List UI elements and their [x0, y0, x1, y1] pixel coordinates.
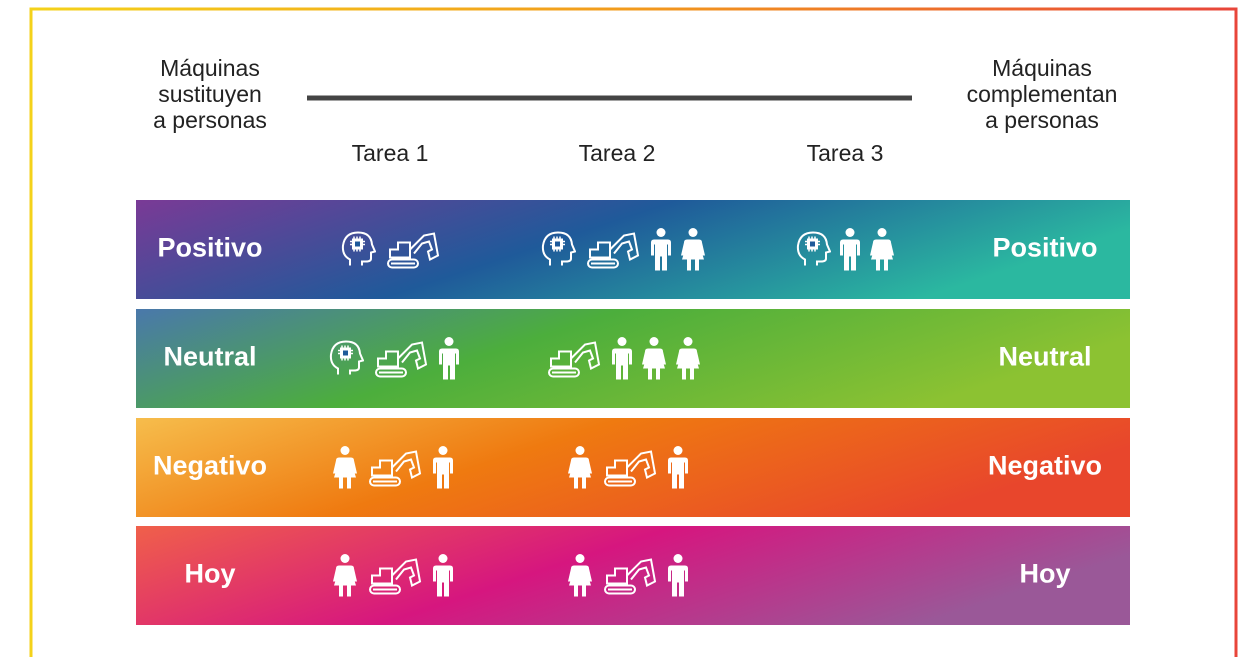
task-label: Tarea 2: [579, 140, 656, 166]
right-label: complementan: [967, 81, 1118, 107]
row-right-label: Positivo: [992, 233, 1097, 263]
row-label: Positivo: [157, 233, 262, 263]
left-label: a personas: [153, 107, 267, 133]
row-label: Hoy: [184, 559, 235, 589]
left-label: Máquinas: [160, 55, 260, 81]
task-label: Tarea 3: [807, 140, 884, 166]
row-right-label: Hoy: [1019, 559, 1070, 589]
row-band: [136, 309, 1130, 408]
row-right-label: Negativo: [988, 451, 1102, 481]
row-label: Neutral: [163, 342, 256, 372]
right-label: Máquinas: [992, 55, 1092, 81]
row-right-label: Neutral: [998, 342, 1091, 372]
right-label: a personas: [985, 107, 1099, 133]
frame: [29, 7, 1238, 657]
task-label: Tarea 1: [352, 140, 429, 166]
row-label: Negativo: [153, 451, 267, 481]
left-label: sustituyen: [158, 81, 262, 107]
